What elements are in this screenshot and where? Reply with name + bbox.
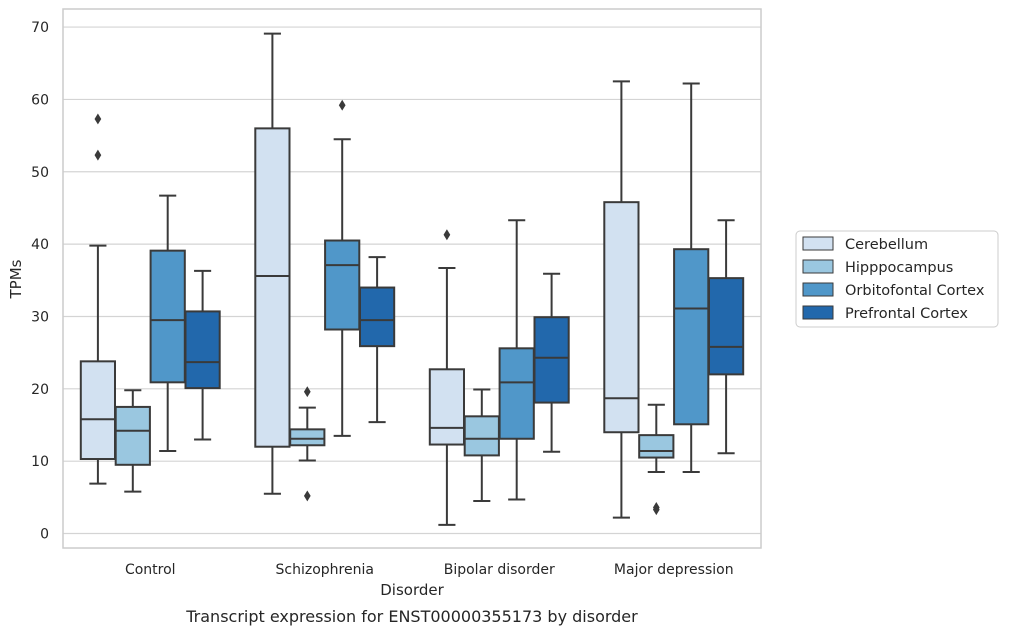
- legend-swatch: [802, 236, 834, 251]
- outlier-point: [652, 502, 660, 513]
- box-1-3: [358, 256, 396, 424]
- box-0-2: [149, 194, 186, 453]
- legend-label: Hipppocampus: [845, 260, 953, 276]
- legend-label: Orbitofontal Cortex: [845, 283, 985, 299]
- box-iqr: [324, 239, 361, 331]
- box-iqr: [254, 127, 291, 448]
- legend-swatch: [802, 259, 834, 274]
- box-iqr: [603, 201, 640, 434]
- outlier-point: [303, 490, 311, 502]
- y-tick-label: 50: [31, 165, 49, 181]
- x-tick-label: Bipolar disorder: [444, 562, 555, 578]
- box-2-1: [463, 388, 500, 502]
- box-3-1: [638, 403, 675, 516]
- legend-frame: [795, 230, 999, 328]
- box-1-2: [324, 99, 361, 437]
- x-tick-label: Schizophrenia: [276, 562, 374, 578]
- box-iqr: [638, 434, 675, 459]
- chart-caption: Transcript expression for ENST0000035517…: [185, 607, 638, 626]
- box-0-0: [79, 113, 117, 485]
- outlier-point: [94, 149, 102, 161]
- y-tick-label: 20: [31, 382, 49, 398]
- box-2-2: [498, 219, 535, 501]
- box-2-3: [533, 272, 570, 453]
- box-iqr: [707, 277, 745, 376]
- box-3-3: [707, 219, 745, 455]
- box-0-1: [114, 389, 151, 493]
- box-iqr: [498, 347, 535, 440]
- y-tick-labels: 0 10 20 30 40 50 60 70: [31, 20, 49, 542]
- x-axis-label: Disorder: [380, 581, 444, 599]
- plot-area-frame: [62, 8, 762, 549]
- box-iqr: [428, 368, 466, 446]
- legend-label: Prefrontal Cortex: [845, 306, 968, 322]
- box-iqr: [79, 360, 117, 461]
- box-0-3: [184, 269, 221, 441]
- outlier-point: [94, 113, 102, 125]
- x-tick-labels: Control Schizophrenia Bipolar disorder Majo…: [125, 562, 734, 578]
- box-iqr: [114, 405, 151, 466]
- y-tick-label: 30: [31, 309, 49, 325]
- legend-swatch: [802, 305, 834, 320]
- box-iqr: [673, 248, 710, 426]
- outlier-point: [338, 99, 346, 111]
- box-iqr: [358, 286, 396, 348]
- box-iqr: [289, 428, 326, 447]
- box-plots: [79, 32, 745, 526]
- legend: Cerebellum Hipppocampus Orbitofontal Corte…: [795, 230, 999, 328]
- box-iqr: [533, 316, 570, 404]
- y-tick-label: 70: [31, 20, 49, 36]
- box-iqr: [149, 249, 186, 384]
- x-tick-label: Major depression: [614, 562, 734, 578]
- x-tick-label: Control: [125, 562, 176, 578]
- y-tick-label: 60: [31, 92, 49, 108]
- y-tick-label: 40: [31, 237, 49, 253]
- y-axis-label: TPMs: [7, 259, 25, 299]
- box-3-2: [673, 82, 710, 474]
- y-tick-label: 0: [40, 527, 49, 543]
- box-1-1: [289, 386, 326, 502]
- box-iqr: [184, 310, 221, 390]
- y-tick-label: 10: [31, 454, 49, 470]
- box-iqr: [463, 415, 500, 457]
- outlier-point: [443, 229, 451, 241]
- box-1-0: [254, 32, 291, 495]
- legend-label: Cerebellum: [845, 237, 928, 253]
- legend-swatch: [802, 282, 834, 297]
- box-3-0: [603, 80, 640, 519]
- outlier-point: [303, 386, 311, 398]
- box-2-0: [428, 229, 466, 526]
